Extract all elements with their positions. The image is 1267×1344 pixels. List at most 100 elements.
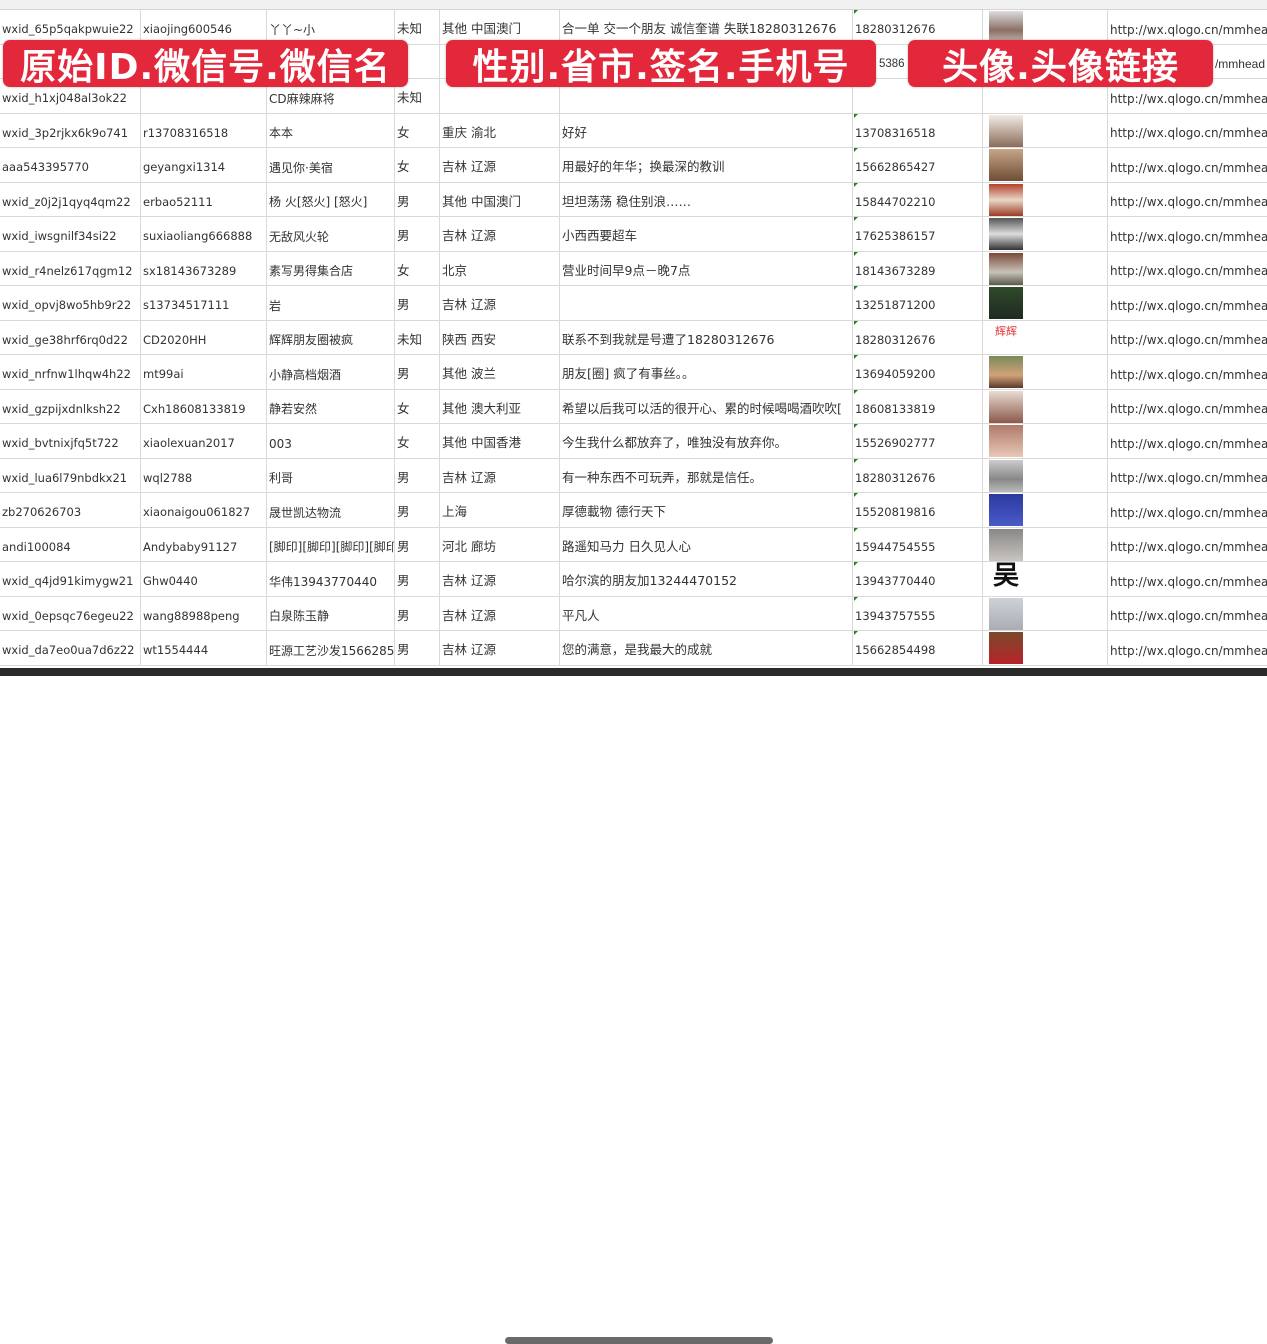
wechat-name-cell[interactable]: 素写男得集合店 [267,251,395,285]
avatar-image[interactable] [989,149,1023,181]
avatar-cell[interactable] [983,596,1108,630]
wechat-id-cell[interactable]: s13734517111 [141,286,267,320]
avatar-image[interactable] [989,114,1023,147]
phone-cell[interactable]: 13943757555 [853,596,983,630]
region-cell[interactable]: 其他 波兰 [440,355,560,389]
avatar-cell[interactable] [983,493,1108,527]
wechat-id-cell[interactable]: Cxh18608133819 [141,389,267,423]
avatar-url-cell[interactable]: http://wx.qlogo.cn/mmhead [1110,195,1267,209]
wechat-name-cell[interactable]: 本本 [267,113,395,147]
avatar-cell[interactable] [983,113,1108,147]
region-cell[interactable]: 吉林 辽源 [440,631,560,665]
avatar-url-cell[interactable]: http://wx.qlogo.cn/mmhead [1110,609,1267,623]
region-cell[interactable]: 吉林 辽源 [440,458,560,492]
wechat-name-cell[interactable]: 无敌风火轮 [267,217,395,251]
original-id-cell[interactable]: andi100084 [0,527,141,561]
wechat-id-cell[interactable]: mt99ai [141,355,267,389]
phone-cell[interactable]: 15662854498 [853,631,983,665]
original-id-cell[interactable]: aaa543395770 [0,148,141,182]
wechat-id-cell[interactable]: Ghw0440 [141,562,267,596]
phone-cell[interactable]: 15520819816 [853,493,983,527]
wechat-id-cell[interactable]: xiaolexuan2017 [141,424,267,458]
wechat-name-cell[interactable]: 辉辉朋友圈被疯 [267,320,395,354]
signature-cell[interactable]: 您的满意，是我最大的成就 [560,631,853,665]
avatar-url-cell[interactable]: http://wx.qlogo.cn/mmhead [1110,160,1267,175]
gender-cell[interactable]: 未知 [395,10,440,44]
avatar-url-cell[interactable]: http://wx.qlogo.cn/mmhead [1110,540,1267,554]
wechat-name-cell[interactable]: 小静高档烟酒 [267,355,395,389]
avatar-url-cell[interactable]: http://wx.qlogo.cn/mmhead [1110,574,1267,589]
wechat-name-cell[interactable]: 华伟13943770440 [267,562,395,596]
wechat-name-cell[interactable]: 利哥 [267,458,395,492]
avatar-url-cell[interactable]: http://wx.qlogo.cn/mmhead [1110,505,1267,520]
region-cell[interactable]: 北京 [440,251,560,285]
original-id-cell[interactable]: wxid_nrfnw1lhqw4h22 [0,355,141,389]
avatar-url-cell[interactable]: http://wx.qlogo.cn/mmhead [1110,436,1267,451]
original-id-cell[interactable]: wxid_bvtnixjfq5t722 [0,424,141,458]
gender-cell[interactable]: 男 [395,596,440,630]
wechat-id-cell[interactable]: r13708316518 [141,113,267,147]
avatar-image[interactable] [989,218,1023,250]
signature-cell[interactable] [560,286,853,320]
avatar-url-cell[interactable]: http://wx.qlogo.cn/mmhead [1110,91,1267,106]
avatar-image[interactable]: 辉辉 [989,321,1023,354]
original-id-cell[interactable]: wxid_gzpijxdnlksh22 [0,389,141,423]
original-id-cell[interactable]: wxid_da7eo0ua7d6z22 [0,631,141,665]
wechat-id-cell[interactable]: xiaojing600546 [141,10,267,44]
phone-cell[interactable]: 13708316518 [853,113,983,147]
original-id-cell[interactable]: wxid_h1xj048al3ok22 [0,79,141,113]
gender-cell[interactable]: 男 [395,355,440,389]
signature-cell[interactable]: 朋友[圈] 疯了有事丝。。 [560,355,853,389]
avatar-cell[interactable] [983,286,1108,320]
avatar-url-cell[interactable]: http://wx.qlogo.cn/mmhead [1110,298,1267,313]
wechat-id-cell[interactable]: wang88988peng [141,596,267,630]
region-cell[interactable]: 吉林 辽源 [440,148,560,182]
wechat-name-cell[interactable]: 白泉陈玉静 [267,596,395,630]
avatar-cell[interactable] [983,458,1108,492]
avatar-cell[interactable] [983,389,1108,423]
phone-cell[interactable]: 18280312676 [853,320,983,354]
region-cell[interactable]: 其他 澳大利亚 [440,389,560,423]
avatar-cell[interactable]: 吴 [983,562,1108,596]
avatar-image[interactable] [989,425,1023,457]
wechat-id-cell[interactable] [141,79,267,113]
gender-cell[interactable]: 男 [395,493,440,527]
wechat-id-cell[interactable]: wt1554444 [141,631,267,665]
gender-cell[interactable]: 男 [395,217,440,251]
gender-cell[interactable]: 未知 [395,79,440,113]
avatar-image[interactable] [989,356,1023,388]
avatar-url-cell[interactable]: http://wx.qlogo.cn/mmhead [1110,367,1267,382]
gender-cell[interactable]: 未知 [395,320,440,354]
wechat-name-cell[interactable]: 晟世凯达物流 [267,493,395,527]
avatar-image[interactable] [989,597,1023,630]
wechat-id-cell[interactable]: sx18143673289 [141,251,267,285]
avatar-image[interactable] [989,252,1023,285]
signature-cell[interactable]: 希望以后我可以活的很开心、累的时候喝喝酒吹吹[ [560,389,853,423]
gender-cell[interactable]: 男 [395,458,440,492]
wechat-id-cell[interactable]: suxiaoliang666888 [141,217,267,251]
signature-cell[interactable]: 好好 [560,113,853,147]
avatar-image[interactable] [989,528,1023,561]
gender-cell[interactable]: 男 [395,182,440,216]
region-cell[interactable]: 其他 中国澳门 [440,10,560,44]
region-cell[interactable]: 上海 [440,493,560,527]
region-cell[interactable]: 吉林 辽源 [440,286,560,320]
original-id-cell[interactable]: zb270626703 [0,493,141,527]
avatar-url-cell[interactable]: http://wx.qlogo.cn/mmhead [1110,402,1267,416]
original-id-cell[interactable]: wxid_iwsgnilf34si22 [0,217,141,251]
signature-cell[interactable]: 平凡人 [560,596,853,630]
signature-cell[interactable]: 哈尔滨的朋友加13244470152 [560,562,853,596]
avatar-url-cell[interactable]: http://wx.qlogo.cn/mmhead [1110,22,1267,37]
gender-cell[interactable]: 女 [395,251,440,285]
avatar-url-cell[interactable]: http://wx.qlogo.cn/mmhead [1110,264,1267,278]
signature-cell[interactable]: 合一单 交一个朋友 诚信奎谱 失联18280312676 [560,10,853,44]
original-id-cell[interactable]: wxid_q4jd91kimygw21 [0,562,141,596]
scrollbar-thumb[interactable] [505,1337,773,1344]
signature-cell[interactable] [560,79,853,113]
avatar-image[interactable] [989,459,1023,492]
signature-cell[interactable]: 用最好的年华；换最深的教训 [560,148,853,182]
gender-cell[interactable]: 女 [395,389,440,423]
phone-cell[interactable]: 13251871200 [853,286,983,320]
signature-cell[interactable]: 坦坦荡荡 稳住别浪…… [560,182,853,216]
avatar-cell[interactable] [983,355,1108,389]
